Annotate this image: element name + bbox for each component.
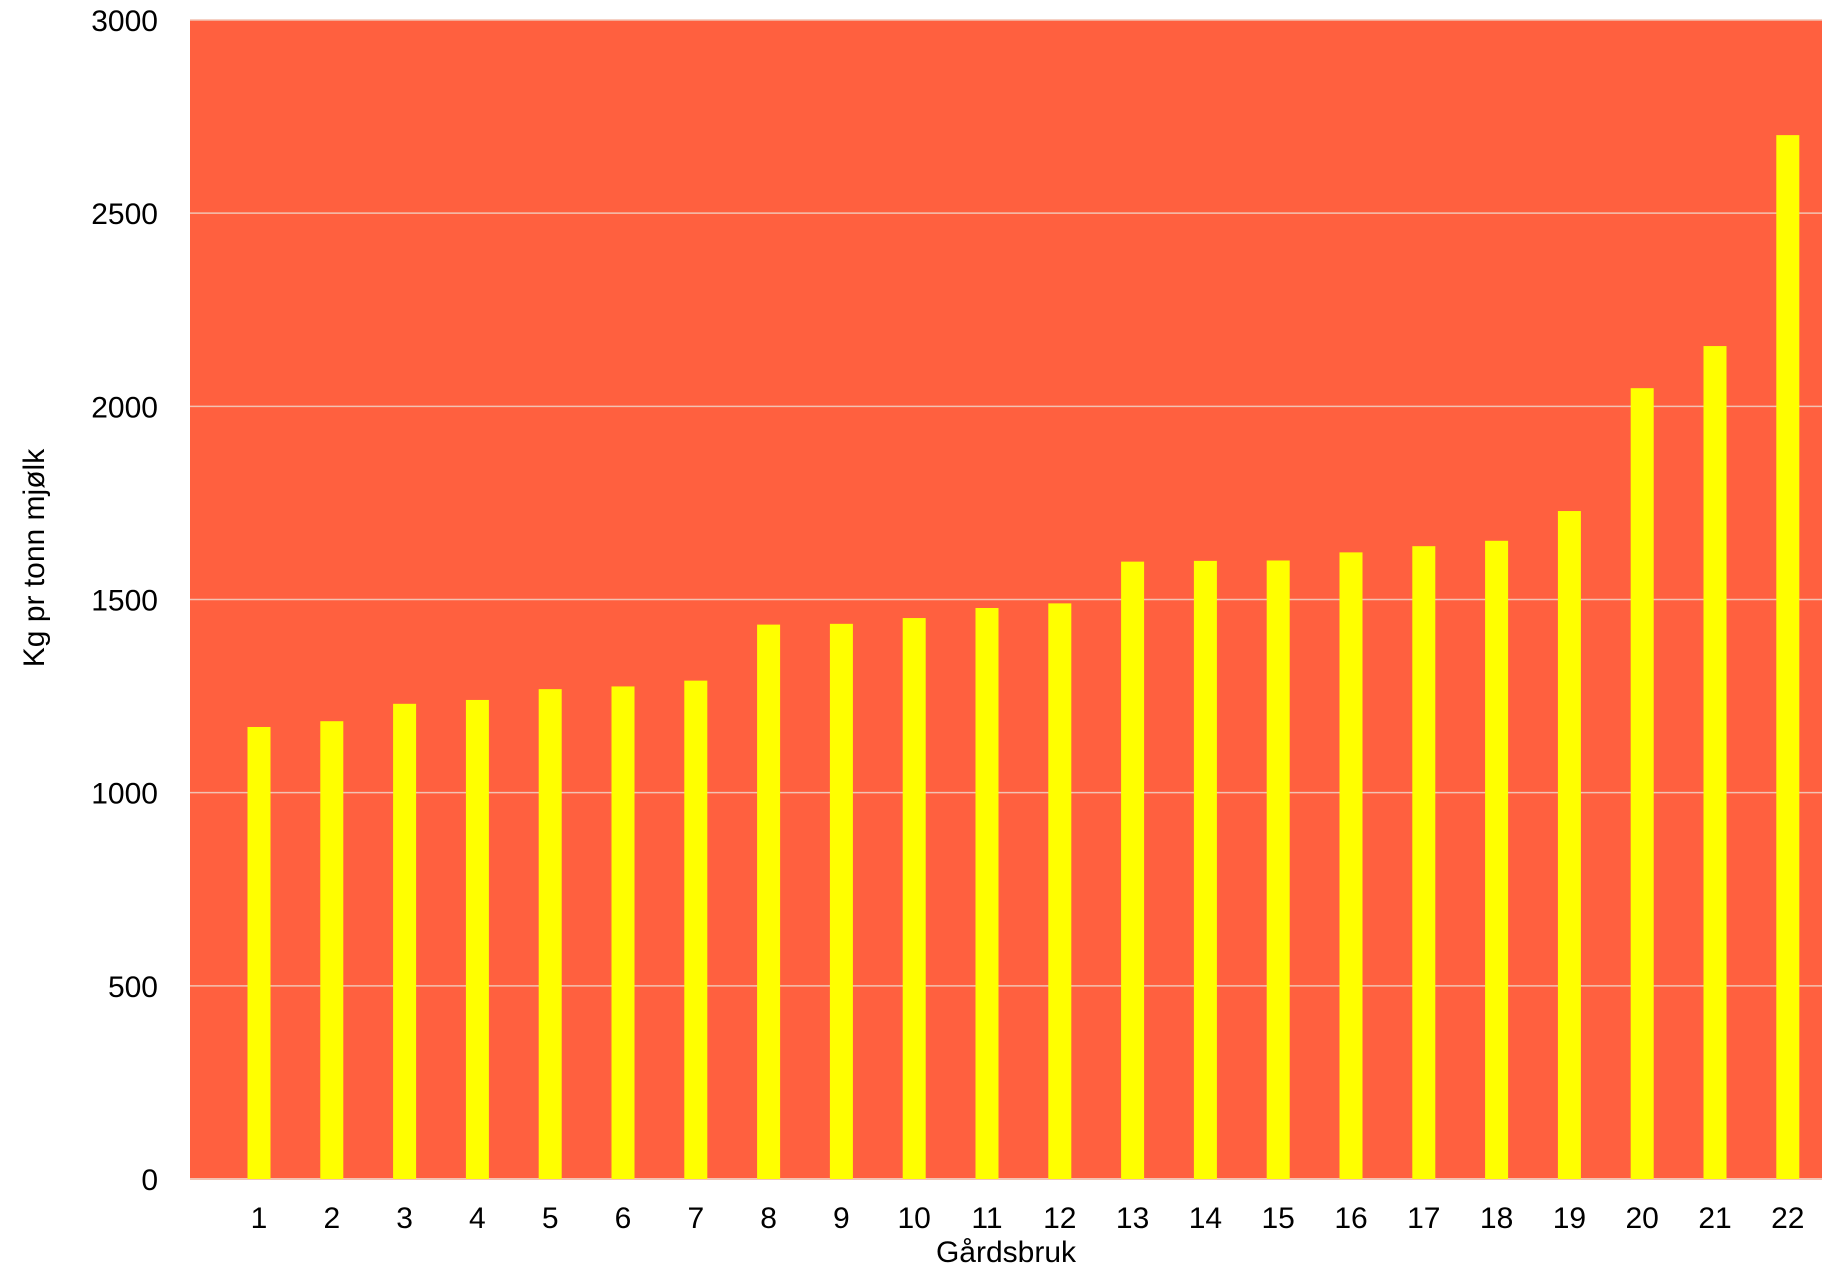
x-tick-label: 2 [323,1202,340,1235]
bar-12 [1048,603,1072,1179]
bar-1 [247,726,271,1179]
bar-14 [1193,560,1217,1179]
bar-10 [902,618,926,1179]
x-tick-label: 16 [1334,1202,1367,1235]
y-axis-title: Kg pr tonn mjølk [18,448,51,667]
y-axis-ticks: 0 500 1000 1500 2000 2500 3000 [91,5,158,1197]
y-tick-label: 1000 [91,778,158,811]
x-tick-label: 6 [615,1202,632,1235]
bar-15 [1266,560,1290,1179]
x-tick-label: 11 [971,1202,1002,1235]
bar-20 [1630,388,1654,1179]
x-tick-label: 3 [396,1202,413,1235]
bar-11 [975,607,999,1179]
x-tick-label: 22 [1771,1202,1804,1235]
bar-21 [1703,346,1727,1180]
bar-2 [320,721,344,1179]
x-tick-label: 12 [1043,1202,1076,1235]
x-tick-label: 1 [251,1202,268,1235]
x-tick-label: 4 [469,1202,486,1235]
x-tick-label: 20 [1626,1202,1659,1235]
y-tick-label: 1500 [91,585,158,618]
x-tick-label: 5 [542,1202,559,1235]
x-tick-label: 7 [687,1202,704,1235]
bar-7 [684,680,708,1179]
bar-9 [829,623,853,1179]
y-tick-label: 500 [108,971,158,1004]
x-tick-label: 15 [1262,1202,1295,1235]
x-tick-label: 8 [760,1202,777,1235]
y-tick-label: 2000 [91,391,158,424]
x-tick-label: 10 [898,1202,931,1235]
bar-19 [1557,511,1581,1179]
bar-6 [611,686,635,1179]
bar-16 [1339,552,1363,1179]
bar-4 [465,699,489,1179]
bar-5 [538,689,562,1179]
x-tick-label: 19 [1553,1202,1586,1235]
x-tick-label: 9 [833,1202,850,1235]
bar-8 [757,624,781,1179]
gridlines [190,19,1822,1180]
y-tick-label: 2500 [91,198,158,231]
bar-13 [1121,561,1145,1179]
bar-18 [1485,540,1509,1179]
y-tick-label: 0 [141,1164,158,1197]
bar-22 [1776,135,1800,1180]
x-tick-label: 14 [1189,1202,1222,1235]
x-tick-label: 18 [1480,1202,1513,1235]
bar-3 [393,703,417,1179]
y-tick-label: 3000 [91,5,158,38]
x-tick-label: 17 [1407,1202,1440,1235]
x-tick-label: 21 [1698,1202,1731,1235]
x-axis-title: Gårdsbruk [936,1236,1077,1268]
x-axis-ticks: 1 2 3 4 5 6 7 8 9 10 11 12 13 14 15 16 17 18 19 20 21 22 [251,1202,1805,1235]
bar-17 [1412,546,1436,1179]
x-tick-label: 13 [1116,1202,1149,1235]
bars [247,135,1800,1180]
